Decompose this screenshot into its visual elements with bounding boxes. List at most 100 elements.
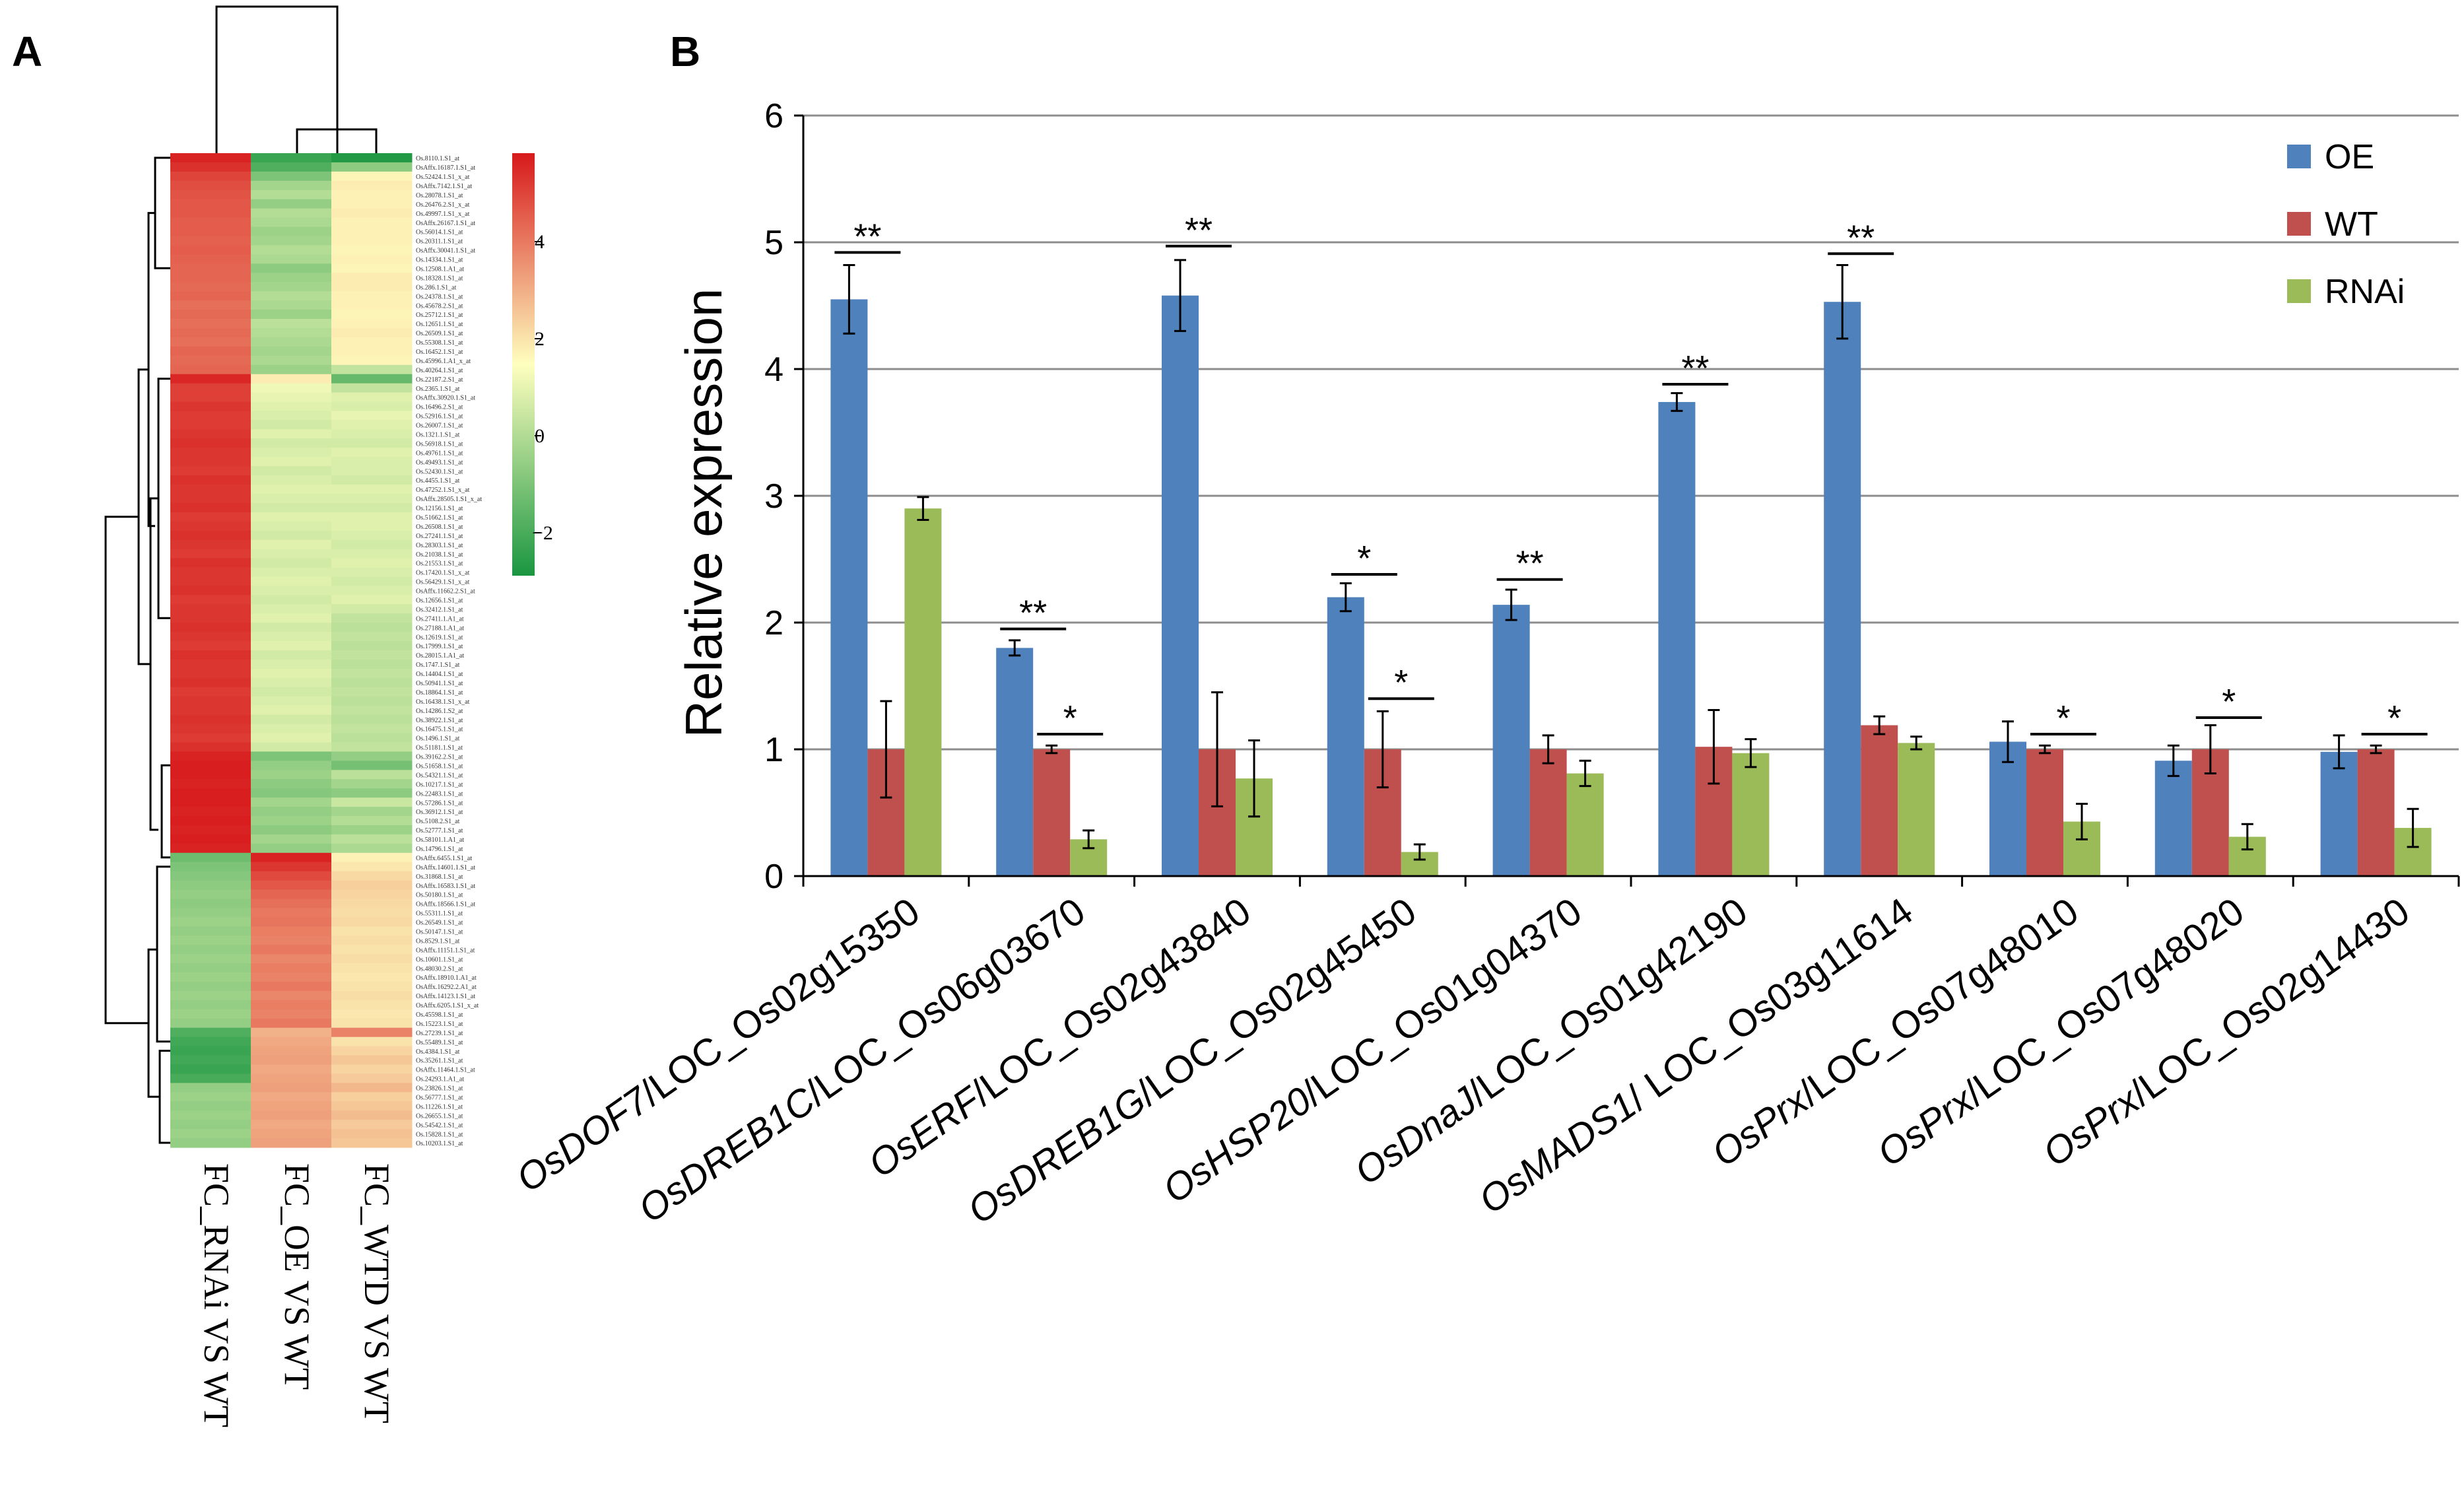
heatmap-cell — [331, 310, 413, 320]
gene-label: Os.21038.1.S1_at — [416, 551, 463, 559]
significance-label: ** — [1847, 218, 1875, 257]
significance-label: ** — [1185, 211, 1213, 250]
heatmap-cell — [170, 530, 251, 541]
heatmap-cell — [170, 852, 251, 863]
gene-label: OsAffx.16187.1.S1_at — [416, 164, 475, 172]
heatmap-cell — [251, 374, 332, 384]
error-bar — [2333, 734, 2345, 770]
significance-label: * — [2056, 698, 2070, 738]
heatmap-cell — [331, 623, 413, 632]
heatmap-cell — [170, 1037, 251, 1047]
heatmap-cell — [170, 1009, 251, 1019]
heatmap-cell — [170, 807, 251, 817]
gene-label: Os.20311.1.S1_at — [416, 238, 463, 246]
gene-label: OsAffx.7142.1.S1_at — [416, 183, 472, 190]
gene-label: Os.26007.1.S1_at — [416, 423, 463, 430]
heatmap-cell — [251, 641, 332, 651]
heatmap-cell — [251, 889, 332, 900]
heatmap-cell — [331, 493, 413, 504]
heatmap-cell — [251, 843, 332, 854]
heatmap-cell — [331, 291, 413, 301]
gene-label: Os.16438.1.S1_x_at — [416, 698, 470, 706]
gene-label: Os.56014.1.S1_at — [416, 229, 463, 236]
heatmap-cell — [170, 917, 251, 927]
heatmap-cell — [331, 917, 413, 927]
gene-label: Os.49997.1.S1_x_at — [416, 211, 470, 218]
heatmap-cell — [331, 502, 413, 513]
heatmap-cell — [170, 871, 251, 881]
heatmap-cell — [251, 862, 332, 872]
panel-label-a: A — [12, 28, 42, 75]
dendrogram-branch — [160, 764, 170, 859]
legend-label-oe: OE — [2325, 138, 2374, 176]
heatmap-cell — [170, 632, 251, 642]
gene-label: Os.12656.1.S1_at — [416, 597, 463, 604]
gene-label: Os.55308.1.S1_at — [416, 339, 463, 347]
heatmap-cell — [331, 1064, 413, 1075]
heatmap-cell — [170, 1110, 251, 1120]
heatmap-cell — [331, 1129, 413, 1139]
bar-rnai — [1732, 753, 1770, 876]
heatmap-cell — [251, 880, 332, 891]
heatmap-cell — [251, 236, 332, 246]
heatmap-cell — [331, 448, 413, 458]
gene-label: Os.26549.1.S1_at — [416, 920, 463, 927]
gene-label: Os.10217.1.S1_at — [416, 781, 463, 788]
color-key: 4 2 0 −2 — [512, 153, 553, 576]
heatmap-cell — [331, 807, 413, 817]
heatmap-cell — [251, 714, 332, 725]
error-bar — [1413, 843, 1426, 861]
gene-label: Os.14404.1.S1_at — [416, 671, 463, 678]
heatmap-cell — [331, 954, 413, 964]
dendrogram-branch — [149, 497, 158, 831]
heatmap-cell — [331, 935, 413, 945]
gene-label: Os.1496.1.S1_at — [416, 735, 460, 743]
heatmap-cell — [170, 862, 251, 872]
heatmap-cell — [251, 807, 332, 817]
heatmap-cell — [331, 945, 413, 955]
gene-label: Os.38922.1.S1_at — [416, 717, 463, 724]
heatmap-cell — [251, 346, 332, 357]
heatmap-cell — [170, 1083, 251, 1093]
heatmap-cell — [170, 1055, 251, 1066]
error-bar — [917, 496, 929, 521]
heatmap-cell — [251, 604, 332, 614]
heatmap-cell — [251, 696, 332, 706]
heatmap-cell — [170, 1000, 251, 1010]
gene-label: Os.51181.1.S1_at — [416, 745, 463, 752]
heatmap-cell — [170, 668, 251, 679]
heatmap-cell — [170, 512, 251, 522]
heatmap-cell — [251, 171, 332, 182]
gene-label: Os.56777.1.S1_at — [416, 1094, 463, 1101]
heatmap-cell — [331, 217, 413, 228]
column-dendrogram — [215, 5, 378, 153]
heatmap-cell — [331, 668, 413, 679]
gene-label: OsAffx.11464.1.S1_at — [416, 1067, 475, 1074]
heatmap-cell — [331, 595, 413, 605]
heatmap-cell — [251, 448, 332, 458]
heatmap-cell — [331, 687, 413, 697]
heatmap-cell — [170, 1073, 251, 1083]
gene-label: Os.40264.1.S1_at — [416, 367, 463, 374]
significance-label: * — [1357, 539, 1371, 578]
gene-label: Os.58101.1.A1_at — [416, 836, 464, 844]
heatmap-cell — [170, 282, 251, 292]
heatmap-cell — [251, 586, 332, 595]
error-bar — [1579, 759, 1591, 788]
heatmap-cell — [170, 696, 251, 706]
heatmap-cell — [251, 438, 332, 448]
heatmap-cell — [251, 466, 332, 476]
y-tick-label: 5 — [764, 224, 783, 262]
heatmap-cell — [331, 908, 413, 918]
gene-label: Os.52916.1.S1_at — [416, 413, 463, 421]
heatmap-cell — [331, 539, 413, 550]
heatmap-cell — [331, 1009, 413, 1019]
heatmap-cell — [331, 567, 413, 578]
heatmap-cell — [170, 558, 251, 568]
heatmap-cell — [251, 623, 332, 632]
error-bar — [1505, 588, 1517, 621]
heatmap-cell — [170, 226, 251, 237]
gene-label: Os.14286.1.S2_at — [416, 708, 463, 715]
heatmap-cell — [331, 226, 413, 237]
heatmap-cell — [170, 926, 251, 936]
